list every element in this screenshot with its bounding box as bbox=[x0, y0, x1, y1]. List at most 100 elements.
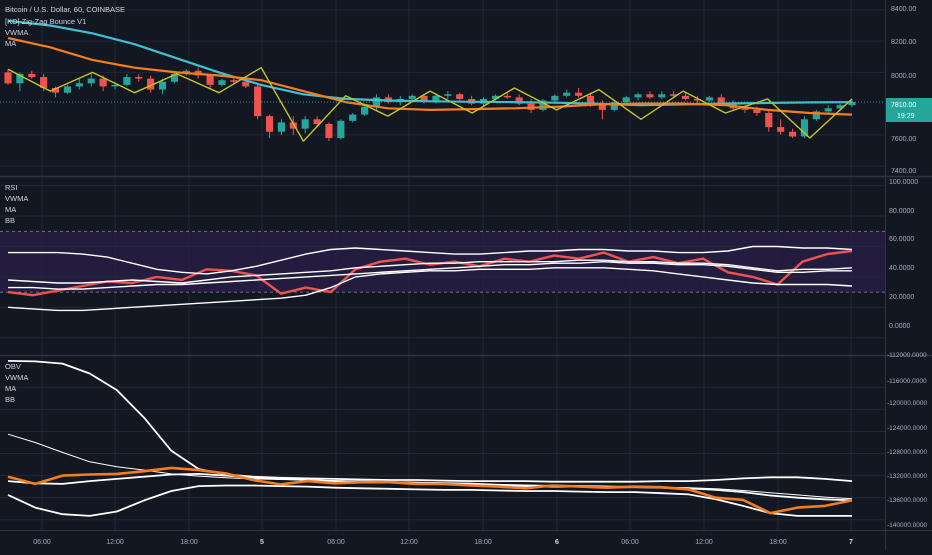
rsi-zone bbox=[0, 231, 885, 293]
candle-body bbox=[610, 102, 618, 110]
price-axis[interactable]: 8400.00 8200.00 8000.00 7600.00 7400.00 bbox=[891, 6, 916, 175]
candle-body bbox=[242, 81, 250, 87]
candle-body bbox=[646, 94, 654, 98]
candle-body bbox=[586, 95, 595, 104]
time-label-day: 7 bbox=[849, 539, 853, 546]
legend-obv-ma[interactable]: MA bbox=[5, 384, 16, 393]
obv-tick-140000: -140000.0000 bbox=[887, 522, 928, 529]
time-label: 18:00 bbox=[769, 539, 787, 546]
legend-rsi-bb[interactable]: BB bbox=[5, 216, 15, 225]
candle-body bbox=[265, 116, 274, 132]
legend-rsi-vwma[interactable]: VWMA bbox=[5, 194, 28, 203]
symbol-title[interactable]: Bitcoin / U.S. Dollar, 60, COINBASE bbox=[5, 5, 125, 14]
candle-body bbox=[658, 94, 666, 98]
candle-body bbox=[836, 105, 844, 109]
rsi-band-line bbox=[8, 261, 852, 290]
bar-countdown: 19:29 bbox=[897, 113, 915, 120]
candle-body bbox=[206, 75, 214, 85]
price-pane-legend: Bitcoin / U.S. Dollar, 60, COINBASE [KD]… bbox=[5, 5, 125, 48]
candle-body bbox=[337, 120, 345, 139]
candle-body bbox=[800, 119, 809, 137]
rsi-tick-80: 80.0000 bbox=[889, 208, 914, 215]
price-tick-8400: 8400.00 bbox=[891, 6, 916, 13]
legend-zigzag[interactable]: [KD] Zig-Zag Bounce V1 bbox=[5, 17, 86, 26]
candle-body bbox=[753, 109, 761, 114]
candle-body bbox=[325, 123, 333, 139]
price-tick-8200: 8200.00 bbox=[891, 39, 916, 46]
rsi-band-line bbox=[8, 245, 853, 275]
candle-body bbox=[777, 127, 785, 132]
candle-body bbox=[551, 95, 559, 101]
legend-rsi-ma[interactable]: MA bbox=[5, 205, 16, 214]
candle-body bbox=[598, 103, 606, 110]
rsi-tick-60: 60.0000 bbox=[889, 236, 914, 243]
candle-body bbox=[135, 77, 143, 79]
time-label: 06:00 bbox=[33, 539, 51, 546]
candle-body bbox=[456, 94, 464, 99]
obv-line bbox=[7, 466, 853, 515]
candle-body bbox=[361, 106, 369, 115]
legend-obv-vwma[interactable]: VWMA bbox=[5, 373, 28, 382]
candle-body bbox=[301, 119, 309, 129]
candle-body bbox=[634, 94, 642, 98]
obv-tick-120000: -120000.0000 bbox=[887, 400, 928, 407]
candle-body bbox=[87, 78, 95, 84]
legend-obv-bb[interactable]: BB bbox=[5, 395, 15, 404]
candle-body bbox=[4, 72, 12, 84]
legend-ma[interactable]: MA bbox=[5, 39, 16, 48]
candle-body bbox=[123, 77, 131, 85]
rsi-axis[interactable]: 100.0000 80.0000 60.0000 40.0000 20.0000… bbox=[889, 179, 918, 330]
legend-vwma[interactable]: VWMA bbox=[5, 28, 28, 37]
time-axis[interactable]: 06:00 12:00 18:00 5 06:00 12:00 18:00 6 … bbox=[33, 539, 853, 546]
time-label: 18:00 bbox=[180, 539, 198, 546]
time-label: 18:00 bbox=[474, 539, 492, 546]
time-label: 12:00 bbox=[400, 539, 418, 546]
time-label: 06:00 bbox=[621, 539, 639, 546]
candle-body bbox=[16, 73, 24, 84]
obv-pane-legend: OBV VWMA MA BB bbox=[5, 362, 28, 404]
candle-body bbox=[158, 81, 167, 90]
rsi-tick-0: 0.0000 bbox=[889, 323, 911, 330]
candle-body bbox=[408, 95, 416, 99]
candle-body bbox=[491, 95, 499, 99]
candle-body bbox=[717, 97, 725, 104]
candle-body bbox=[563, 92, 571, 96]
candle-body bbox=[693, 98, 702, 101]
candle-body bbox=[289, 122, 297, 129]
candle-body bbox=[503, 95, 511, 98]
candle-body bbox=[741, 108, 749, 110]
price-tick-7600: 7600.00 bbox=[891, 136, 916, 143]
candle-body bbox=[40, 77, 48, 88]
legend-rsi[interactable]: RSI bbox=[5, 183, 18, 192]
candle-body bbox=[705, 97, 713, 101]
obv-axis[interactable]: -112000.0000 -116000.0000 -120000.0000 -… bbox=[887, 352, 928, 529]
candle-body bbox=[372, 97, 381, 107]
candle-body bbox=[218, 80, 226, 85]
candle-body bbox=[765, 113, 773, 128]
last-price-label: 7810.00 bbox=[891, 102, 916, 109]
candle-body bbox=[432, 95, 440, 101]
time-label: 12:00 bbox=[695, 539, 713, 546]
rsi-pane-legend: RSI VWMA MA BB bbox=[5, 183, 28, 225]
candle-body bbox=[111, 84, 119, 87]
rsi-tick-40: 40.0000 bbox=[889, 265, 914, 272]
candle-body bbox=[349, 114, 357, 121]
last-price-badge: 7810.00 19:29 bbox=[886, 98, 932, 122]
rsi-band-line bbox=[7, 259, 853, 284]
candle-body bbox=[515, 97, 523, 104]
candle-body bbox=[539, 100, 547, 110]
time-label: 12:00 bbox=[106, 539, 124, 546]
obv-band-line bbox=[7, 360, 853, 483]
obv-tick-136000: -136000.0000 bbox=[887, 497, 928, 504]
obv-tick-112000: -112000.0000 bbox=[887, 352, 927, 359]
candle-body bbox=[622, 97, 630, 103]
rsi-band-line bbox=[7, 267, 853, 312]
candle-body bbox=[63, 86, 72, 93]
candle-body bbox=[170, 73, 178, 82]
legend-obv[interactable]: OBV bbox=[5, 362, 21, 371]
candle-body bbox=[230, 80, 238, 82]
obv-tick-128000: -128000.0000 bbox=[887, 449, 928, 456]
time-label-day: 5 bbox=[260, 539, 264, 546]
